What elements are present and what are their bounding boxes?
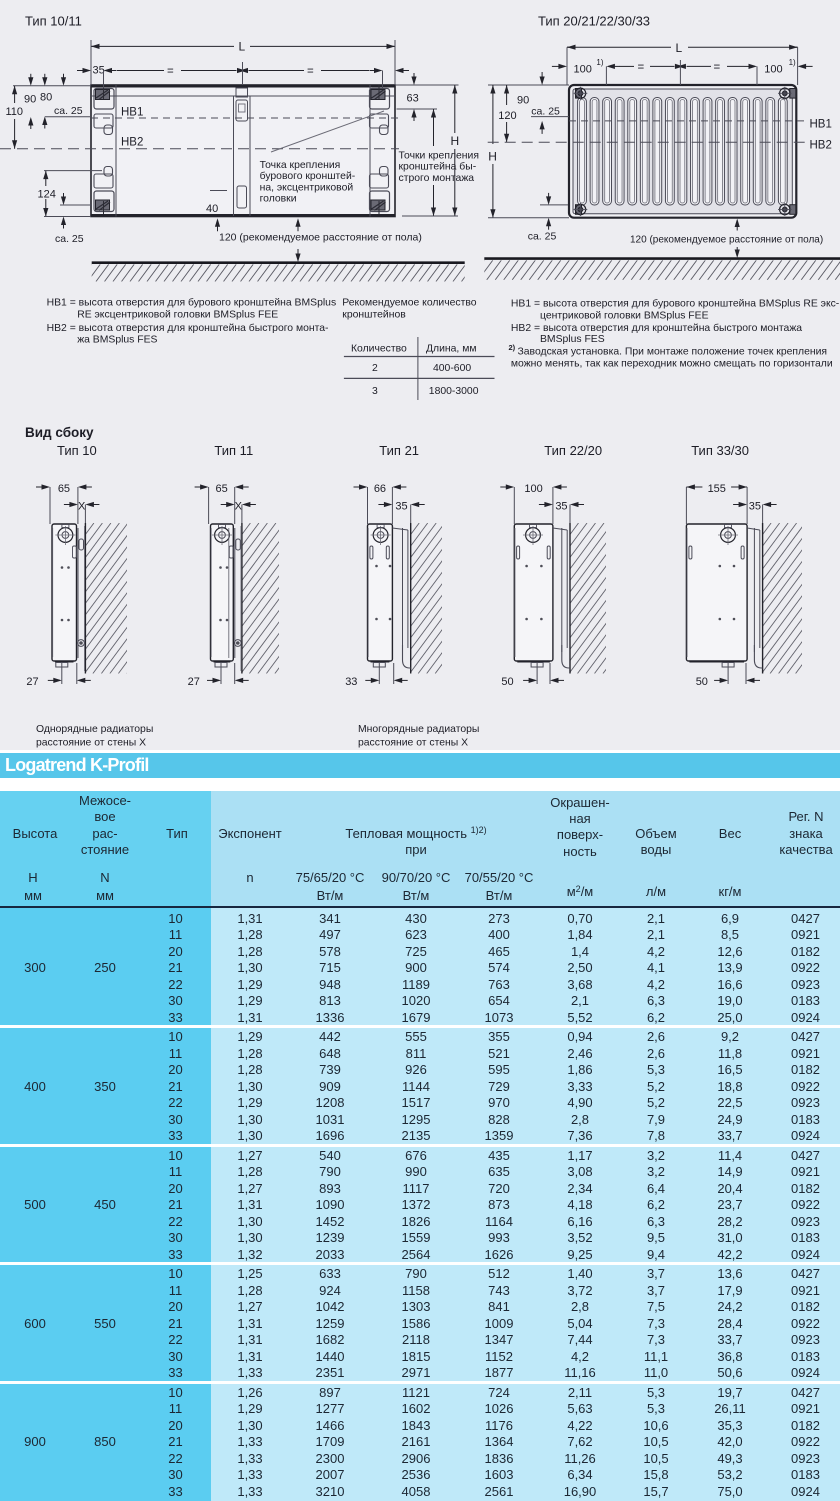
svg-text:HB2: HB2 [810,140,832,152]
svg-text:2): 2) [509,343,516,352]
svg-text:Вид сбоку: Вид сбоку [25,425,94,440]
svg-text:Длина, мм: Длина, мм [426,344,476,355]
svg-text:Тип 21: Тип 21 [379,443,419,458]
svg-text:=: = [307,66,314,78]
svg-text:50: 50 [696,676,708,688]
svg-text:H: H [488,149,497,163]
svg-text:33: 33 [345,676,357,688]
svg-text:бурового кронштей-: бурового кронштей- [260,170,356,182]
svg-text:1): 1) [596,58,603,67]
svg-text:35: 35 [749,501,761,513]
svg-text:35: 35 [93,65,105,77]
svg-text:400-600: 400-600 [433,363,471,374]
svg-text:50: 50 [501,676,513,688]
svg-text:35: 35 [395,501,407,513]
svg-text:100: 100 [574,64,592,76]
svg-text:Точки крепления: Точки крепления [399,150,479,161]
svg-text:65: 65 [216,483,228,495]
svg-text:Многорядные радиаторы: Многорядные радиаторы [358,724,479,735]
svg-text:HB1: HB1 [121,107,143,119]
svg-text:Количество: Количество [351,344,407,355]
svg-text:на, эксцентриковой: на, эксцентриковой [260,182,354,193]
svg-text:Однорядные радиаторы: Однорядные радиаторы [36,724,153,735]
svg-text:27: 27 [188,676,200,688]
svg-text:90: 90 [517,94,529,106]
svg-text:BMSplus FES: BMSplus FES [540,334,605,345]
svg-text:L: L [676,41,683,55]
svg-text:Тип 33/30: Тип 33/30 [691,443,749,458]
svg-text:RE эксцентриковой головки BMSp: RE эксцентриковой головки BMSplus FEE [77,310,278,321]
svg-text:=: = [638,61,645,73]
svg-text:1): 1) [789,58,796,67]
svg-text:X: X [235,501,243,513]
svg-text:Тип 10/11: Тип 10/11 [25,14,82,29]
svg-text:головки: головки [260,194,297,205]
svg-text:35: 35 [555,501,567,513]
svg-text:L: L [239,40,246,54]
svg-text:100: 100 [764,64,782,76]
svg-text:Заводская установка. При монта: Заводская установка. При монтаже положен… [518,347,828,358]
svg-text:120: 120 [498,110,516,122]
svg-text:можно менять, так как переходн: можно менять, так как переходник можно с… [511,359,833,370]
svg-text:66: 66 [374,483,386,495]
svg-text:Тип 10: Тип 10 [57,443,97,458]
svg-text:27: 27 [26,676,38,688]
svg-text:ca. 25: ca. 25 [528,231,557,243]
svg-text:120 (рекомендуемое расстояние: 120 (рекомендуемое расстояние от пола) [219,232,422,244]
svg-text:HB1 = высота отверстия для бур: HB1 = высота отверстия для бурового крон… [511,298,839,310]
svg-text:124: 124 [38,188,56,200]
svg-text:1800-3000: 1800-3000 [429,386,479,397]
svg-text:155: 155 [708,483,726,495]
svg-text:ca. 25: ca. 25 [54,105,83,117]
svg-text:=: = [167,66,174,78]
svg-text:40: 40 [206,203,218,215]
svg-text:90: 90 [24,94,36,106]
svg-text:80: 80 [40,91,52,103]
svg-text:строго монтажа: строго монтажа [399,173,475,184]
svg-text:расстояние от стены X: расстояние от стены X [36,738,146,749]
svg-text:Тип 22/20: Тип 22/20 [544,443,602,458]
svg-text:жа BMSplus FES: жа BMSplus FES [77,335,157,346]
svg-text:Тип 20/21/22/30/33: Тип 20/21/22/30/33 [538,14,650,29]
svg-text:65: 65 [58,483,70,495]
svg-text:ca. 25: ca. 25 [531,106,560,118]
svg-text:Рекомендуемое количество: Рекомендуемое количество [342,298,476,309]
svg-text:X: X [78,501,86,513]
svg-text:2: 2 [372,363,378,374]
svg-text:Тип 11: Тип 11 [214,443,253,458]
svg-text:HB1 = высота отверстия для бур: HB1 = высота отверстия для бурового крон… [47,297,337,309]
svg-text:63: 63 [407,93,419,105]
svg-text:центриковой головки BMSplus FE: центриковой головки BMSplus FEE [540,311,709,322]
svg-text:3: 3 [372,386,378,397]
svg-text:110: 110 [6,106,24,118]
svg-text:ca. 25: ca. 25 [55,233,84,245]
svg-text:HB1: HB1 [810,118,832,130]
svg-text:HB2: HB2 [121,137,143,149]
svg-text:кронштейнов: кронштейнов [342,310,406,321]
svg-text:Точка крепления: Точка крепления [260,160,341,171]
svg-text:120 (рекомендуемое расстояние: 120 (рекомендуемое расстояние от пола) [630,235,823,246]
svg-text:=: = [714,61,721,73]
svg-text:HB2 = высота отверстия для кро: HB2 = высота отверстия для кронштейна бы… [511,322,802,334]
svg-text:HB2 = высота отверстия для кро: HB2 = высота отверстия для кронштейна бы… [47,322,329,334]
svg-text:H: H [451,134,460,148]
svg-text:кронштейна бы-: кронштейна бы- [399,161,477,173]
svg-text:100: 100 [524,483,542,495]
svg-text:расстояние от стены X: расстояние от стены X [358,738,468,749]
